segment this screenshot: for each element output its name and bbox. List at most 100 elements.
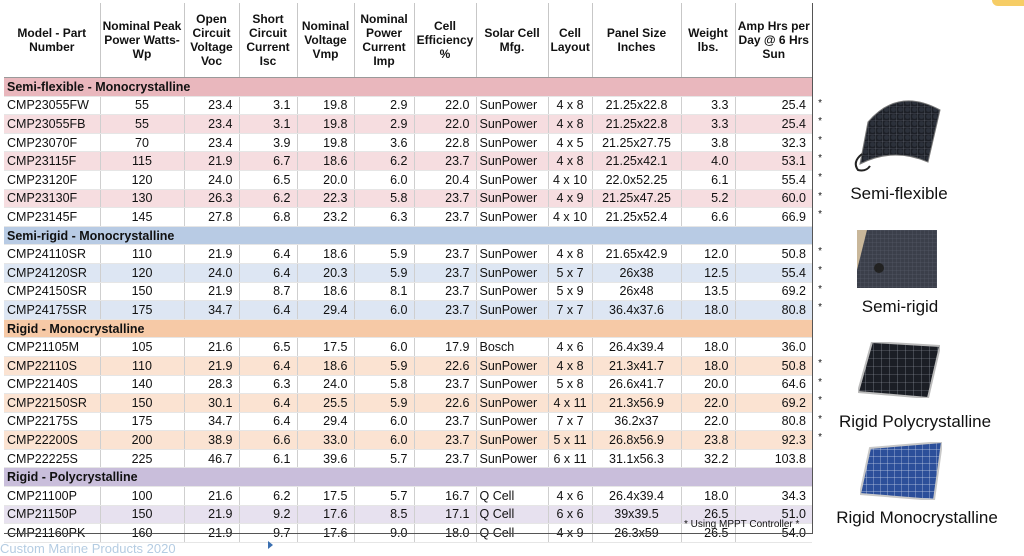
table-cell: 9.2 [239, 505, 298, 525]
col-header-size: Panel Size Inches [592, 3, 682, 78]
table-cell: 32.3 * [735, 133, 822, 153]
table-cell: 22.0 [414, 114, 477, 134]
section-header-row: Semi-flexible - Monocrystalline [4, 77, 812, 97]
table-cell: 25.5 [297, 393, 355, 413]
table-cell: 21.25x27.75 [592, 133, 682, 153]
table-cell: SunPower [476, 300, 549, 320]
table-cell: 36.0 [735, 337, 812, 357]
table-cell: 5.7 [354, 486, 415, 506]
table-cell: 50.8 * [735, 356, 822, 376]
table-cell: 23.7 [414, 282, 477, 302]
table-cell: 17.5 [297, 337, 355, 357]
table-cell: 22.3 [297, 189, 355, 209]
table-row: CMP22175S 175 34.7 6.4 29.4 6.0 23.7 SunPower 7 … [4, 412, 822, 432]
table-cell: SunPower [476, 114, 549, 134]
table-cell: SunPower [476, 393, 549, 413]
table-cell: 23.4 [184, 133, 240, 153]
table-cell: 6.5 [239, 170, 298, 190]
table-cell: SunPower [476, 449, 549, 469]
table-cell: 7 x 7 [548, 412, 593, 432]
table-cell: 3.1 [239, 114, 298, 134]
table-cell: 66.9 * [735, 207, 822, 227]
table-cell: SunPower [476, 133, 549, 153]
table-cell: CMP23115F [4, 151, 101, 171]
table-cell: 22.6 [414, 356, 477, 376]
table-cell: 3.3 [681, 96, 736, 116]
table-cell: 4 x 6 [548, 486, 593, 506]
table-cell: 6.4 [239, 300, 298, 320]
table-cell: 30.1 [184, 393, 240, 413]
table-cell: 103.8 [735, 449, 812, 469]
table-row: CMP22200S 200 38.9 6.6 33.0 6.0 23.7 SunPower 5 … [4, 430, 822, 450]
col-header-isc: Short Circuit Current Isc [239, 3, 298, 78]
table-cell: 21.9 [184, 505, 240, 525]
table-cell: CMP23130F [4, 189, 101, 209]
table-cell: 6.6 [239, 430, 298, 450]
table-row: CMP21150P 150 21.9 9.2 17.6 8.5 17.1 Q Cell 6 x … [4, 505, 812, 525]
semi-rigid-panel-image [857, 230, 937, 288]
amp-value: 92.3 [781, 433, 806, 448]
table-cell: 22.8 [414, 133, 477, 153]
table-cell: 20.0 [297, 170, 355, 190]
section-header-row: Rigid - Monocrystalline [4, 319, 812, 339]
table-cell: 64.6 * [735, 375, 822, 395]
table-row: CMP22150SR 150 30.1 6.4 25.5 5.9 22.6 SunPower 4… [4, 393, 822, 413]
table-cell: 6.0 [354, 430, 415, 450]
table-row: CMP24150SR 150 21.9 8.7 18.6 8.1 23.7 SunPower 5… [4, 282, 822, 302]
table-cell: 33.0 [297, 430, 355, 450]
table-cell: 6.0 [354, 412, 415, 432]
table-cell: 23.4 [184, 114, 240, 134]
mppt-asterisk: * [818, 190, 822, 202]
col-header-layout: Cell Layout [548, 3, 593, 78]
table-cell: 4 x 5 [548, 133, 593, 153]
col-header-peak: Nominal Peak Power Watts-Wp [100, 3, 185, 78]
table-cell: 6.7 [239, 151, 298, 171]
col-header-weight: Weight lbs. [681, 3, 736, 78]
table-cell: 225 [100, 449, 185, 469]
table-cell: 21.25x22.8 [592, 114, 682, 134]
table-cell: 39.6 [297, 449, 355, 469]
table-cell: 2.9 [354, 114, 415, 134]
table-cell: 19.8 [297, 96, 355, 116]
col-header-voc: Open Circuit Voltage Voc [184, 3, 240, 78]
table-cell: 2.9 [354, 96, 415, 116]
semi-flexible-panel-image [854, 100, 941, 172]
table-row: CMP22110S 110 21.9 6.4 18.6 5.9 22.6 SunPower 4 … [4, 356, 822, 376]
table-cell: 31.1x56.3 [592, 449, 682, 469]
table-cell: SunPower [476, 412, 549, 432]
amp-value: 50.8 [781, 358, 806, 373]
mppt-asterisk: * [818, 209, 822, 221]
col-header-mfg: Solar Cell Mfg. [476, 3, 549, 78]
table-cell: Q Cell [476, 486, 549, 506]
table-row: CMP24110SR 110 21.9 6.4 18.6 5.9 23.7 SunPower 4… [4, 244, 822, 264]
table-cell: SunPower [476, 170, 549, 190]
table-cell: 150 [100, 393, 185, 413]
table-row: CMP23070F 70 23.4 3.9 19.8 3.6 22.8 SunPower 4 x… [4, 133, 822, 153]
table-cell: 19.8 [297, 133, 355, 153]
table-cell: 17.9 [414, 337, 477, 357]
table-cell: SunPower [476, 430, 549, 450]
section-title: Rigid - Monocrystalline [4, 319, 812, 339]
table-cell: 4 x 8 [548, 114, 593, 134]
table-cell: 18.0 [681, 486, 736, 506]
table-cell: CMP21105M [4, 337, 101, 357]
table-cell: 18.6 [297, 244, 355, 264]
table-cell: CMP24120SR [4, 263, 101, 283]
table-cell: 28.3 [184, 375, 240, 395]
table-cell: 6.0 [354, 300, 415, 320]
table-cell: 6.2 [239, 486, 298, 506]
table-cell: 18.0 [681, 300, 736, 320]
table-row: CMP23120F 120 24.0 6.5 20.0 6.0 20.4 SunPower 4 … [4, 170, 822, 190]
amp-value: 55.4 [781, 265, 806, 280]
table-cell: 92.3 * [735, 430, 822, 450]
footnote: * Using MPPT Controller * [684, 519, 800, 530]
table-cell: 6.3 [239, 375, 298, 395]
table-cell: 8.7 [239, 282, 298, 302]
table-cell: CMP23070F [4, 133, 101, 153]
table-cell: 6.6 [681, 207, 736, 227]
table-cell: SunPower [476, 151, 549, 171]
table-cell: CMP21150P [4, 505, 101, 525]
table-cell: CMP22175S [4, 412, 101, 432]
table-cell: 23.7 [414, 189, 477, 209]
label-semi-rigid: Semi-rigid [861, 297, 939, 316]
